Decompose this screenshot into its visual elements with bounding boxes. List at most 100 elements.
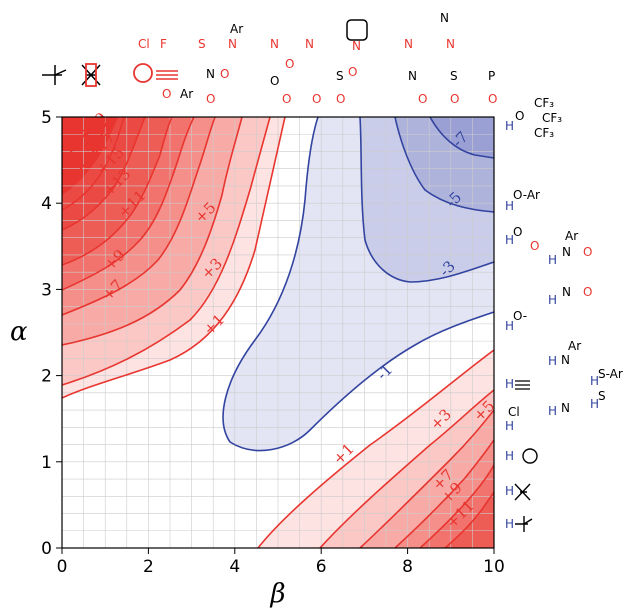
x-tick-label: 4: [229, 557, 240, 577]
top-label-so-s: S: [450, 69, 458, 83]
right-ar-amide: Ar: [565, 229, 578, 243]
top-label-nitro: N: [206, 67, 215, 81]
top-label-s: S: [198, 37, 206, 51]
top-label-so2-o2: O: [336, 92, 345, 106]
right-h-alkene: H: [505, 484, 514, 498]
pyridine-icon: [346, 19, 368, 41]
top-label-n-amidine-2: N: [446, 37, 455, 51]
top-label-n-nitrile: N: [270, 37, 279, 51]
right-o-ester-2: O: [530, 239, 539, 253]
right-h-n-amide: H: [548, 293, 557, 307]
top-label-po-o: O: [488, 92, 497, 106]
y-tick-label: 0: [41, 539, 52, 559]
right-s: S: [598, 389, 606, 403]
right-alkane-icon: [515, 516, 533, 532]
right-h-n-amide-ar: H: [548, 253, 557, 267]
x-tick-label: 2: [143, 557, 154, 577]
right-h-o-ester: H: [505, 233, 514, 247]
right-o-minus: O-: [513, 309, 527, 323]
top-label-amide-n: N: [408, 69, 417, 83]
right-o-amide-ar: O: [583, 245, 592, 259]
right-alkyne-icon: [515, 380, 530, 390]
right-o-amide: O: [583, 285, 592, 299]
plot-frame: [61, 116, 495, 549]
top-label-ketone-o: O: [312, 92, 321, 106]
right-cf3-2: CF₃: [542, 111, 562, 125]
alkyne-icon: [156, 70, 178, 80]
contour-pos-5-left: [62, 117, 243, 346]
x-tick-label: 8: [402, 557, 413, 577]
contour-pos-7-left: [62, 117, 216, 316]
top-label-n-imine: N: [305, 37, 314, 51]
y-tick-label: 4: [41, 194, 52, 214]
x-ticks: 0 2 4 6 8 10: [57, 548, 505, 577]
x-tick-label: 6: [316, 557, 327, 577]
top-label-ester-o2: O: [282, 92, 291, 106]
benzene-icon: [133, 63, 153, 83]
contour-pos-13-left: [62, 117, 146, 231]
top-label-o-ar: O: [162, 87, 171, 101]
fill-neg-7: [430, 117, 494, 158]
contour-pos-15-left: [62, 117, 125, 211]
contour-pos-9-right: [419, 464, 494, 548]
contour-pos-7-right: [394, 439, 494, 548]
right-o-ar: O-Ar: [513, 188, 540, 202]
contour-pos-1-left: [62, 117, 286, 399]
contour-neg-7: [429, 117, 494, 159]
x-axis-label: β: [269, 579, 285, 609]
right-annotations: H O CF₃ CF₃ CF₃ H O-Ar H O O H Ar N O H …: [505, 96, 623, 532]
contour-pos-5-right: [359, 409, 494, 548]
right-o-cf3: O: [515, 109, 524, 123]
right-h-o-ar: H: [505, 199, 514, 213]
top-label-nitro-o1: O: [220, 67, 229, 81]
contour-pos-11-right: [444, 491, 494, 548]
y-tick-label: 5: [41, 108, 52, 128]
contour-neg-3: [359, 117, 494, 283]
top-label-po-p: P: [488, 69, 495, 83]
right-h-cl: H: [505, 419, 514, 433]
top-label-n-amine: N: [404, 37, 413, 51]
right-alkene-icon: [514, 483, 531, 501]
right-h-alkyne: H: [505, 377, 514, 391]
y-tick-label: 1: [41, 453, 52, 473]
right-benzene-icon: [522, 448, 538, 464]
right-h-o-minus: H: [505, 319, 514, 333]
top-label-amide-o: O: [418, 92, 427, 106]
right-n-ar: N: [561, 353, 570, 367]
top-label-f: F: [160, 37, 167, 51]
alkane-icon: [42, 65, 67, 85]
right-h-s: H: [590, 397, 599, 411]
right-cf3-3: CF₃: [534, 126, 554, 140]
top-label-so-o: O: [450, 92, 459, 106]
right-h-n-ar: H: [548, 354, 557, 368]
y-ticks: 0 1 2 3 4 5: [41, 108, 62, 559]
top-label-ar-2: Ar: [180, 87, 193, 101]
top-label-so2-s: S: [336, 69, 344, 83]
alkene-icon: [81, 64, 101, 86]
contour-pos-1-right: [257, 349, 494, 548]
contour-pos-3-left: [62, 117, 271, 386]
right-s-ar: S-Ar: [598, 367, 623, 381]
contour-pos-9-left: [62, 117, 195, 291]
right-ar-amine: Ar: [568, 339, 581, 353]
right-h-alkane: H: [505, 517, 514, 531]
right-o-ester: O: [513, 225, 522, 239]
y-tick-label: 3: [41, 280, 52, 300]
top-label-n-pyridine: N: [352, 39, 361, 53]
contour-pos-17-left: [62, 117, 109, 186]
top-label-cl: Cl: [138, 37, 150, 51]
right-h-benzene: H: [505, 449, 514, 463]
contour-pos-19-left: [62, 117, 93, 161]
right-n: N: [561, 401, 570, 415]
x-tick-label: 10: [483, 557, 505, 577]
y-axis-label: α: [10, 317, 28, 347]
top-annotations: Cl F S N Ar N N N N N N O Ar N O O O O O…: [42, 11, 497, 106]
right-h-s-ar: H: [590, 374, 599, 388]
fill-pos-br-11: [445, 492, 494, 548]
contour-pos-3-right: [319, 389, 494, 548]
top-label-so2-o1: O: [348, 65, 357, 79]
alkene-double-icon: [85, 63, 97, 87]
top-label-n-ar: N: [228, 37, 237, 51]
right-n-amide-ar: N: [562, 245, 571, 259]
